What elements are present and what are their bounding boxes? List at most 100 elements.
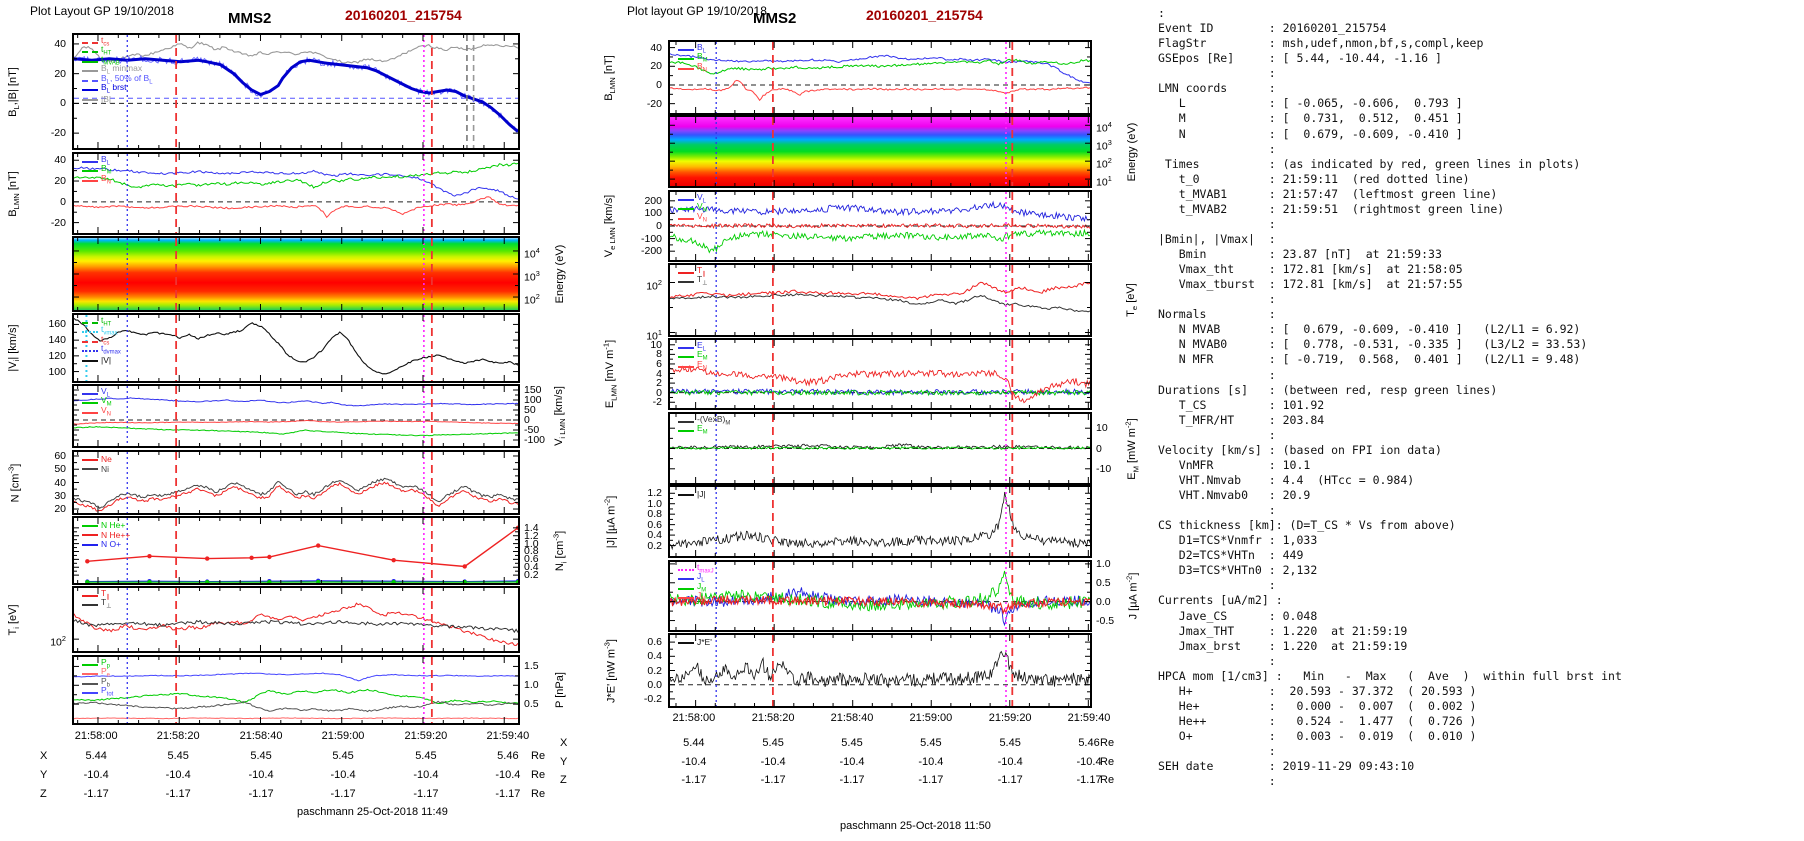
left-p-ytick-right: 1.0 bbox=[524, 679, 539, 692]
series-Pb bbox=[74, 700, 518, 713]
legend-label: Ptot bbox=[101, 685, 114, 698]
legend-label: N O+ bbox=[101, 539, 122, 549]
legend-swatch bbox=[82, 350, 98, 353]
legend-swatch bbox=[82, 60, 98, 63]
left-vi-abs-plot bbox=[74, 315, 518, 381]
middle-ve-lmn-legend: VL VM VN bbox=[678, 192, 708, 224]
series-Tepar bbox=[670, 281, 1090, 301]
legend-swatch bbox=[82, 41, 98, 44]
left-posrow-label: X bbox=[40, 750, 48, 762]
middle-pos-value: -10.4 bbox=[1076, 756, 1102, 768]
legend-swatch bbox=[678, 365, 694, 368]
legend-item: |B| bbox=[82, 94, 153, 105]
middle-ve-lmn-ytick: -200 bbox=[640, 245, 662, 258]
left-vi-abs-ytick: 160 bbox=[48, 318, 66, 331]
series-VeL bbox=[670, 200, 1090, 223]
left-hpca-n-ytick-right: 0.6 bbox=[524, 553, 539, 566]
legend-label: EN bbox=[697, 358, 707, 372]
middle-pos-unit: Re bbox=[1100, 737, 1115, 749]
left-pos-value: -10.4 bbox=[83, 769, 109, 781]
legend-label: Ni bbox=[101, 463, 110, 474]
middle-j-abs-ytick: 0.6 bbox=[647, 518, 662, 531]
middle-jdote-ytick: 0.4 bbox=[647, 650, 662, 663]
legend-swatch bbox=[82, 468, 98, 471]
middle-e-spectrogram-plot bbox=[670, 117, 1090, 186]
series-Pp bbox=[74, 688, 518, 705]
middle-pos-value: 5.44 bbox=[683, 737, 705, 749]
left-pos-value: 5.45 bbox=[167, 750, 189, 762]
legend-label: EM bbox=[697, 349, 708, 362]
middle-em-ylabel-right: EM [mW m-2] bbox=[1123, 417, 1141, 480]
left-hpca-n-plot bbox=[74, 518, 518, 583]
legend-label: tmaxJ bbox=[697, 561, 714, 575]
legend-swatch bbox=[82, 98, 98, 101]
left-b-lmn-plot bbox=[74, 154, 518, 233]
middle-j-abs-ylabel: |J| [µA m-2] bbox=[602, 495, 618, 548]
legend-swatch bbox=[82, 179, 98, 182]
series-mBM bbox=[670, 58, 1090, 75]
left-xtick: 21:58:20 bbox=[156, 730, 200, 742]
left-pos-value: -10.4 bbox=[495, 769, 521, 781]
left-xtick: 21:58:40 bbox=[239, 730, 283, 742]
legend-label: N He+ bbox=[101, 520, 126, 530]
legend-item: Pb bbox=[82, 676, 113, 689]
series-Tperp bbox=[74, 618, 518, 634]
middle-jdote-ytick: 0.0 bbox=[647, 678, 662, 691]
middle-pos-value: -10.4 bbox=[997, 756, 1023, 768]
legend-swatch bbox=[678, 568, 694, 571]
legend-item: Ni bbox=[82, 463, 112, 475]
left-pos-value: -1.17 bbox=[248, 788, 274, 800]
series-BL bbox=[74, 57, 518, 133]
legend-label: tdvmax bbox=[101, 343, 121, 356]
middle-j-lmn-ytick-right: 1.0 bbox=[1096, 557, 1111, 570]
middle-jdote-ylabel: J*E' [nW m-3] bbox=[602, 638, 618, 703]
event-info-text: : Event ID : 20160201_215754 FlagStr : m… bbox=[1158, 6, 1622, 789]
legend-swatch bbox=[82, 543, 98, 546]
series-VM bbox=[74, 425, 518, 437]
left-p-ytick-right: 0.5 bbox=[524, 698, 539, 711]
middle-em-ytick-right: 0 bbox=[1096, 442, 1102, 455]
legend-label: -(VexB)M bbox=[697, 413, 731, 427]
series-Babs bbox=[74, 41, 518, 64]
middle-ve-lmn-ytick: 200 bbox=[644, 194, 662, 207]
middle-jdote-ytick: 0.6 bbox=[647, 636, 662, 649]
middle-pos-value: 5.45 bbox=[762, 737, 784, 749]
middle-pos-value: -1.17 bbox=[681, 774, 707, 786]
left-p-legend: Pp Pe Pb Ptot bbox=[82, 657, 114, 698]
middle-j-lmn-plot bbox=[670, 562, 1090, 630]
left-xtick: 21:59:20 bbox=[404, 730, 448, 742]
middle-jdote-legend: J*E' bbox=[678, 637, 712, 648]
middle-pos-value: -1.17 bbox=[839, 774, 865, 786]
series-VL bbox=[74, 397, 518, 407]
legend-label: tcs bbox=[101, 333, 110, 347]
legend-item: EM bbox=[678, 423, 730, 437]
left-pos-value: 5.46 bbox=[497, 750, 519, 762]
legend-item: N He+ bbox=[82, 520, 130, 531]
left-p-plot bbox=[74, 657, 518, 723]
legend-item: EN bbox=[678, 358, 708, 372]
left-bl-b-ytick: 0 bbox=[60, 97, 66, 110]
legend-swatch bbox=[678, 641, 694, 644]
legend-swatch bbox=[82, 321, 98, 324]
left-vi-lmn-ytick-right: -100 bbox=[524, 434, 546, 446]
left-vi-abs-legend: tHT tvmax tcs tdvmax |V| bbox=[82, 315, 121, 366]
left-xtick: 21:59:00 bbox=[321, 730, 365, 742]
left-figure-header: Plot Layout GP 19/10/2018 bbox=[30, 4, 174, 18]
middle-b-lmn-plot bbox=[670, 42, 1090, 113]
left-hpca-n-legend: N He+ N He++ N O+ bbox=[82, 520, 130, 550]
middle-figure-header: Plot layout GP 19/10/2018 bbox=[627, 4, 767, 18]
legend-swatch bbox=[678, 430, 694, 433]
series-BL2 bbox=[74, 166, 518, 200]
left-bl-b-ytick: -20 bbox=[50, 127, 66, 140]
middle-jdote-plot bbox=[670, 635, 1090, 706]
middle-panel-j-lmn: tmaxJ JL JM JN bbox=[668, 560, 1092, 632]
legend-item: EM bbox=[678, 349, 708, 363]
left-bl-b-ytick: 40 bbox=[54, 37, 66, 50]
legend-item: tdvmax bbox=[82, 343, 121, 357]
left-hpca-n-ytick-right: 1.2 bbox=[524, 529, 539, 542]
legend-item: Ne bbox=[82, 454, 112, 465]
left-figure-title: MMS2 bbox=[228, 10, 272, 27]
left-b-lmn-ytick: -20 bbox=[50, 216, 66, 229]
middle-pos-value: -10.4 bbox=[839, 756, 865, 768]
series-Jabs bbox=[670, 491, 1090, 551]
